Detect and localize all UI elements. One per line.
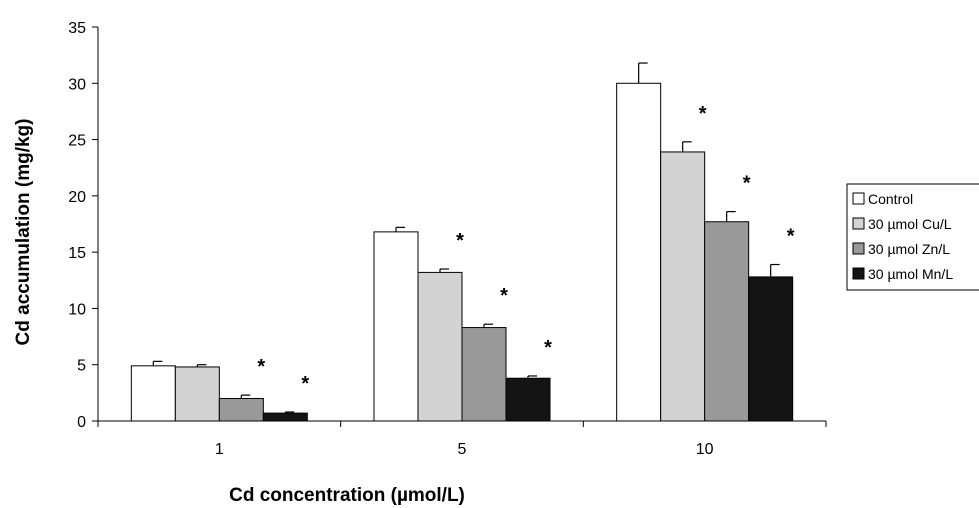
x-tick-label: 1 [215,441,224,458]
bar [174,366,220,422]
x-tick-label: 10 [696,441,714,458]
bar [373,231,419,422]
significance-star: * [787,226,795,248]
bar [262,412,308,422]
bar [704,221,750,422]
bar [748,276,794,422]
y-axis-title: Cd accumulation (mg/kg) [13,119,34,346]
y-tick-label: 30 [68,76,86,93]
significance-star: * [699,103,707,125]
y-tick-label: 35 [68,20,86,37]
y-tick-label: 20 [68,189,86,206]
bar [218,397,264,422]
x-tick-label: 5 [458,441,467,458]
y-tick-label: 0 [77,414,86,431]
legend-label: 30 µmol Mn/L [868,266,953,282]
y-tick-label: 5 [77,358,86,375]
error-bars [152,62,780,414]
significance-star: * [456,230,464,252]
legend-label: 30 µmol Zn/L [868,241,950,257]
significance-star: * [257,356,265,378]
bar [417,271,463,422]
legend-swatch [852,267,865,280]
x-axis-title: Cd concentration (µmol/L) [229,485,465,506]
bar [616,82,662,422]
legend: Control 30 µmol Cu/L 30 µmol Zn/L 30 µmol M… [846,183,979,291]
y-tick-label: 15 [68,245,86,262]
bar-marks [130,82,794,422]
significance-star: * [544,337,552,359]
bar [130,365,176,422]
legend-swatch [852,217,865,230]
significance-star: * [500,285,508,307]
bar [505,377,551,422]
legend-label: Control [868,191,913,207]
y-tick-label: 10 [68,301,86,318]
legend-label: 30 µmol Cu/L [868,216,952,232]
bar [461,327,507,422]
legend-swatch [852,192,865,205]
significance-star: * [301,373,309,395]
legend-swatch [852,242,865,255]
bar [660,151,706,422]
significance-star: * [743,173,751,195]
legend-box [846,183,979,291]
significance-markers: * * * * * * * * [257,103,794,395]
y-tick-label: 25 [68,133,86,150]
